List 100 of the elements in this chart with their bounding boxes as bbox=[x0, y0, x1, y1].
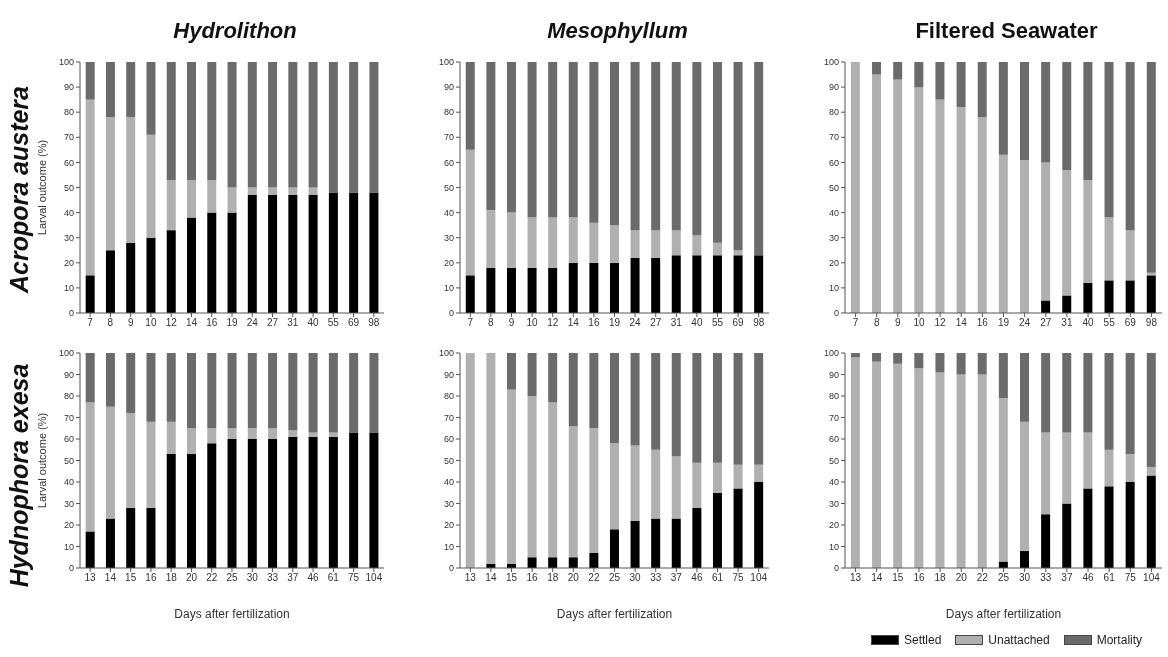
bar bbox=[935, 99, 945, 313]
x-tick-label: 19 bbox=[226, 317, 238, 329]
bar bbox=[1041, 300, 1051, 313]
y-tick-label: 100 bbox=[58, 348, 74, 359]
bar bbox=[1019, 159, 1029, 313]
bar bbox=[1146, 275, 1156, 313]
bar bbox=[166, 62, 176, 180]
y-tick-label: 20 bbox=[443, 520, 454, 531]
bar bbox=[527, 62, 537, 218]
bar bbox=[1125, 62, 1135, 231]
bar bbox=[486, 210, 496, 268]
bar bbox=[369, 62, 379, 193]
bar bbox=[935, 372, 945, 568]
bar bbox=[692, 62, 702, 236]
bar bbox=[935, 62, 945, 100]
x-tick-label: 10 bbox=[526, 317, 539, 329]
bar bbox=[105, 62, 115, 118]
bar bbox=[977, 117, 987, 313]
x-tick-label: 33 bbox=[1040, 572, 1052, 584]
bar bbox=[527, 267, 537, 313]
bar bbox=[247, 428, 257, 439]
x-tick-label: 55 bbox=[327, 317, 340, 329]
bar bbox=[369, 192, 379, 313]
y-tick-label: 80 bbox=[63, 107, 74, 118]
bar bbox=[308, 62, 318, 188]
bar bbox=[1083, 179, 1093, 283]
bar bbox=[308, 353, 318, 433]
y-tick-label: 40 bbox=[828, 207, 839, 218]
bar bbox=[1083, 62, 1093, 180]
bar bbox=[1041, 432, 1051, 515]
y-tick-label: 100 bbox=[823, 348, 839, 359]
bar bbox=[589, 222, 599, 263]
x-tick-label: 14 bbox=[955, 317, 968, 329]
bar bbox=[349, 353, 359, 433]
bar bbox=[308, 432, 318, 437]
x-tick-label: 46 bbox=[1082, 572, 1095, 584]
x-tick-label: 13 bbox=[464, 572, 477, 584]
x-tick-label: 75 bbox=[1124, 572, 1137, 584]
x-tick-label: 24 bbox=[246, 317, 259, 329]
bar bbox=[187, 179, 197, 218]
x-tick-label: 22 bbox=[588, 572, 600, 584]
y-tick-label: 30 bbox=[828, 498, 839, 509]
y-tick-label: 0 bbox=[68, 563, 74, 574]
y-tick-label: 40 bbox=[443, 477, 454, 488]
x-tick-label: 7 bbox=[467, 317, 474, 329]
text: Acropora austera bbox=[5, 85, 35, 293]
y-tick-label: 40 bbox=[63, 207, 74, 218]
bar bbox=[288, 195, 298, 313]
y-tick-label: 0 bbox=[448, 308, 454, 319]
bar bbox=[850, 62, 860, 313]
bar bbox=[187, 454, 197, 568]
bar bbox=[187, 62, 197, 180]
bar bbox=[146, 237, 156, 313]
bar bbox=[126, 62, 136, 118]
bar bbox=[893, 79, 903, 313]
bar bbox=[146, 507, 156, 568]
bar bbox=[914, 368, 924, 568]
bar bbox=[227, 187, 237, 213]
bar bbox=[527, 396, 537, 558]
bar bbox=[651, 518, 661, 568]
bar bbox=[207, 62, 217, 180]
bar bbox=[247, 62, 257, 188]
y-tick-label: 60 bbox=[443, 434, 454, 445]
bar bbox=[733, 353, 743, 465]
x-tick-label: 25 bbox=[226, 572, 238, 584]
x-tick-label: 25 bbox=[608, 572, 621, 584]
x-tick-label: 30 bbox=[246, 572, 259, 584]
y-tick-label: 30 bbox=[443, 498, 454, 509]
x-tick-label: 15 bbox=[505, 572, 518, 584]
bar bbox=[589, 62, 599, 223]
bar bbox=[548, 62, 558, 218]
bar bbox=[1062, 432, 1072, 504]
x-tick-label: 30 bbox=[629, 572, 642, 584]
x-tick-label: 20 bbox=[185, 572, 198, 584]
bar bbox=[527, 217, 537, 268]
y-tick-label: 60 bbox=[443, 157, 454, 168]
bar bbox=[609, 62, 619, 226]
bar bbox=[956, 62, 966, 108]
legend-label: Settled bbox=[903, 633, 942, 647]
x-tick-label: 24 bbox=[1019, 317, 1031, 329]
bar bbox=[247, 439, 257, 568]
bar bbox=[568, 262, 578, 313]
y-tick-label: 40 bbox=[443, 207, 454, 218]
bar bbox=[651, 230, 661, 258]
x-tick-label: 20 bbox=[955, 572, 968, 584]
bar bbox=[893, 353, 903, 364]
bar bbox=[998, 353, 1008, 399]
bar bbox=[630, 445, 640, 521]
x-tick-label: 75 bbox=[732, 572, 745, 584]
bar bbox=[85, 353, 95, 403]
x-tick-label: 22 bbox=[976, 572, 989, 584]
x-tick-label: 12 bbox=[547, 317, 559, 329]
x-tick-label: 31 bbox=[1061, 317, 1073, 329]
bar bbox=[486, 353, 496, 564]
y-tick-label: 90 bbox=[828, 369, 839, 380]
bar bbox=[671, 353, 681, 457]
bar bbox=[712, 255, 722, 313]
bar bbox=[105, 250, 115, 313]
bar bbox=[369, 432, 379, 568]
x-tick-label: 18 bbox=[547, 572, 559, 584]
